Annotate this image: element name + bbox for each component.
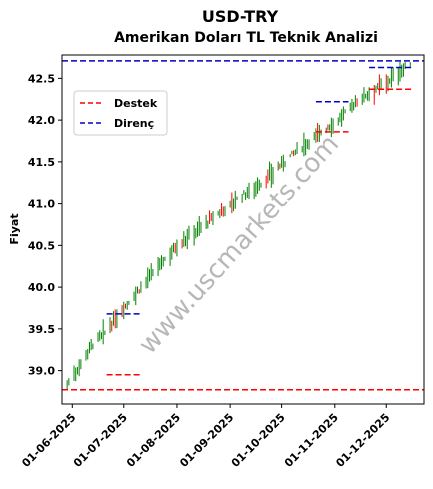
x-tick-label: 01-07-2025: [71, 411, 130, 470]
y-tick-label: 39.5: [28, 323, 55, 336]
watermark-text: www.uscmarkets.com: [133, 129, 345, 360]
y-tick-label: 39.0: [28, 365, 55, 378]
y-axis-label: Fiyat: [8, 213, 21, 244]
chart-title: USD-TRY: [202, 7, 279, 26]
y-tick-label: 42.5: [28, 72, 55, 85]
plot-frame: [61, 54, 425, 405]
legend-box: [73, 90, 168, 136]
y-tick-label: 42.0: [28, 114, 55, 127]
y-tick-label: 40.0: [28, 281, 55, 294]
y-tick-label: 40.5: [28, 239, 55, 252]
x-tick-label: 01-08-2025: [124, 411, 183, 470]
x-tick-label: 01-12-2025: [333, 411, 392, 470]
legend-support-label: Destek: [114, 97, 158, 110]
x-tick-label: 01-11-2025: [282, 411, 341, 470]
y-tick-label: 41.0: [28, 198, 55, 211]
x-tick-label: 01-10-2025: [229, 411, 288, 470]
legend: Destek Direnç: [73, 90, 168, 136]
chart-subtitle: Amerikan Doları TL Teknik Analizi: [114, 30, 378, 46]
legend-resistance-label: Direnç: [114, 117, 154, 130]
x-tick-label: 01-09-2025: [177, 411, 236, 470]
y-tick-label: 41.5: [28, 156, 55, 169]
x-tick-label: 01-06-2025: [19, 411, 78, 470]
plot-area: [62, 60, 424, 391]
